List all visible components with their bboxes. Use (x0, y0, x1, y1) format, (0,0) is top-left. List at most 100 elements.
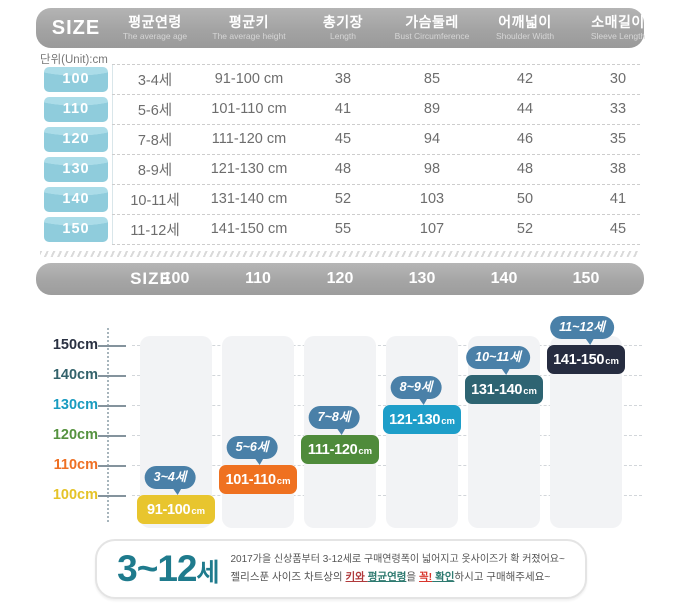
chart-header-bar: SIZE 100 110 120 130 140 150 (36, 263, 644, 295)
cell-height: 101-110 cm (211, 101, 287, 117)
cell-sleeve: 33 (609, 101, 627, 117)
cell-age: 8-9세 (137, 162, 173, 179)
axis-tick (98, 405, 126, 407)
range-block-111-120: 111-120 cm (301, 435, 379, 464)
age-bubble: 5~6세 (226, 436, 278, 465)
cell-bust: 103 (419, 191, 445, 207)
y-axis-label-100: 100cm (52, 487, 98, 503)
cell-bust: 89 (423, 101, 441, 117)
cell-height: 121-130 cm (210, 161, 288, 177)
chart-size-100: 100 (162, 270, 190, 287)
size-badge: 150 (44, 216, 108, 242)
axis-tick (98, 435, 126, 437)
table-row: 100 3-4세 91-100 cm 38 85 42 30 (0, 64, 680, 94)
range-block-121-130: 121-130 cm (383, 405, 461, 434)
axis-tick (98, 495, 126, 497)
bubble-tail (418, 398, 428, 405)
cell-length: 45 (334, 131, 352, 147)
chart-size-130: 130 (408, 270, 436, 287)
cell-bust: 94 (423, 131, 441, 147)
cell-sleeve: 38 (609, 161, 627, 177)
y-axis-label-110: 110cm (53, 457, 98, 473)
range-block-91-100: 91-100 cm (137, 495, 215, 524)
age-bubble: 7~8세 (308, 406, 360, 435)
age-bubble: 11~12세 (550, 316, 614, 345)
cell-shoulder: 46 (516, 131, 534, 147)
axis-tick (98, 345, 126, 347)
range-block-101-110: 101-110 cm (219, 465, 297, 494)
y-axis-label-130: 130cm (52, 397, 98, 413)
cell-length: 41 (334, 101, 352, 117)
cell-shoulder: 42 (516, 71, 534, 87)
footer-line1: 2017가을 신상품부터 3-12세로 구매연령폭이 넓어지고 옷사이즈가 확 … (230, 554, 565, 566)
cell-age: 5-6세 (137, 102, 173, 119)
bubble-tail (336, 428, 346, 435)
chart-size-label: SIZE (130, 269, 172, 288)
cell-height: 141-150 cm (210, 221, 288, 237)
bubble-tail (501, 368, 511, 375)
chart-size-150: 150 (572, 270, 600, 287)
cell-height: 131-140 cm (210, 191, 288, 207)
table-row: 150 11-12세 141-150 cm 55 107 52 45 (0, 214, 680, 244)
age-bubble: 10~11세 (466, 346, 530, 375)
size-badge-cell: 100 (40, 66, 112, 92)
age-bubble: 3~4세 (144, 466, 196, 495)
footer-age-range: 3~12세 (117, 548, 219, 589)
cell-shoulder: 44 (516, 101, 534, 117)
cell-age: 7-8세 (137, 132, 173, 149)
cell-age: 11-12세 (130, 222, 180, 239)
size-badge-cell: 110 (40, 96, 112, 122)
size-badge: 130 (44, 156, 108, 182)
row-divider (112, 124, 640, 125)
cell-shoulder: 52 (516, 221, 534, 237)
bubble-tail (585, 338, 595, 345)
size-badge: 140 (44, 186, 108, 212)
cell-sleeve: 41 (609, 191, 627, 207)
size-badge: 120 (44, 126, 108, 152)
column-header-length: 총기장 Length (322, 13, 364, 42)
column-header-height: 평균키 The average height (212, 13, 286, 42)
row-divider (112, 154, 640, 155)
chart-size-120: 120 (326, 270, 354, 287)
table-row: 130 8-9세 121-130 cm 48 98 48 38 (0, 154, 680, 184)
chart-size-110: 110 (245, 270, 271, 287)
y-axis-label-120: 120cm (52, 427, 98, 443)
unit-note: 단위(Unit):cm (40, 54, 108, 66)
cell-bust: 98 (423, 161, 441, 177)
y-axis-label-140: 140cm (52, 367, 98, 383)
column-header-shoulder: 어깨넓이 Shoulder Width (495, 13, 555, 42)
footer-line2: 젤리스푼 사이즈 차트상의 키와 평균연령을 꼭! 확인하시고 구매해주세요~ (230, 570, 551, 583)
size-badge: 110 (44, 96, 108, 122)
chart-size-140: 140 (490, 270, 518, 287)
size-badge-cell: 140 (40, 186, 112, 212)
cell-height: 111-120 cm (211, 131, 287, 147)
table-header-row: SIZE 평균연령 The average age 평균키 The average … (0, 8, 680, 48)
cell-age: 3-4세 (137, 72, 173, 89)
size-table: 100 3-4세 91-100 cm 38 85 42 30 110 5-6세 … (0, 64, 680, 244)
cell-sleeve: 35 (609, 131, 627, 147)
row-divider (112, 214, 640, 215)
y-axis-label-150: 150cm (52, 337, 98, 353)
axis-tick (98, 375, 126, 377)
range-block-131-140: 131-140 cm (465, 375, 543, 404)
cell-sleeve: 30 (609, 71, 627, 87)
cell-age: 10-11세 (130, 192, 180, 209)
cell-height: 91-100 cm (214, 71, 284, 87)
column-header-sleeve: 소매길이 Sleeve Length (590, 13, 646, 42)
row-divider (112, 64, 640, 65)
ruler-axis (107, 328, 109, 522)
column-header-bust: 가슴둘레 Bust Circumference (394, 13, 470, 42)
column-header-size: SIZE (51, 17, 101, 39)
size-badge-cell: 120 (40, 126, 112, 152)
cell-shoulder: 50 (516, 191, 534, 207)
footer-note: 3~12세 2017가을 신상품부터 3-12세로 구매연령폭이 넓어지고 옷사… (95, 539, 587, 599)
cell-length: 52 (334, 191, 352, 207)
table-row: 110 5-6세 101-110 cm 41 89 44 33 (0, 94, 680, 124)
cell-length: 38 (334, 71, 352, 87)
cell-shoulder: 48 (516, 161, 534, 177)
size-badge-cell: 130 (40, 156, 112, 182)
row-divider (112, 244, 640, 245)
table-row: 140 10-11세 131-140 cm 52 103 50 41 (0, 184, 680, 214)
footer-text: 2017가을 신상품부터 3-12세로 구매연령폭이 넓어지고 옷사이즈가 확 … (231, 552, 565, 586)
